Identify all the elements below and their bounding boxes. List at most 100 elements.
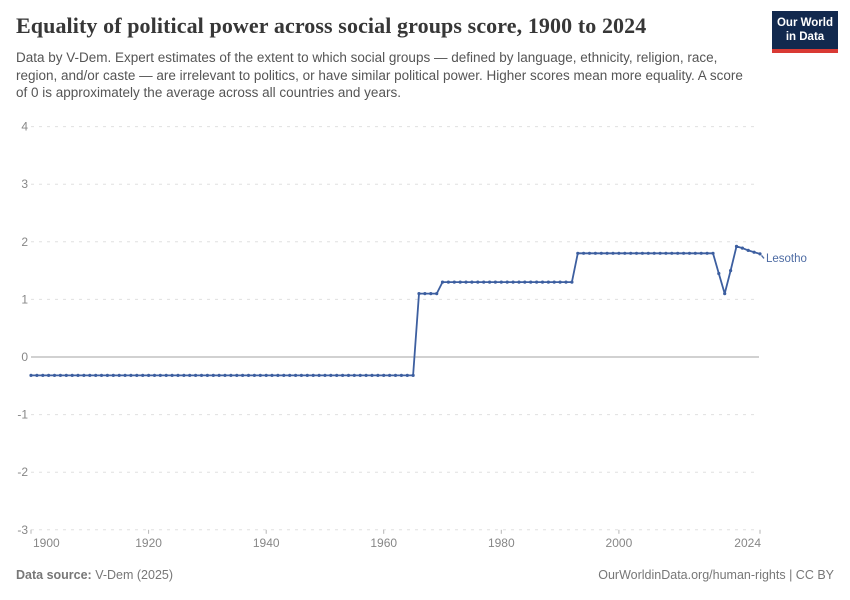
- data-point: [723, 292, 727, 296]
- data-point: [223, 373, 227, 377]
- data-point: [711, 251, 715, 255]
- data-point: [288, 373, 292, 377]
- data-point: [440, 280, 445, 284]
- data-point: [352, 373, 356, 377]
- data-point: [182, 373, 186, 377]
- data-point: [58, 373, 63, 377]
- chart-subtitle: Data by V-Dem. Expert estimates of the e…: [16, 50, 743, 100]
- data-point: [634, 251, 639, 255]
- x-axis-label: 1940: [253, 536, 280, 550]
- data-point: [570, 280, 574, 284]
- data-point: [35, 373, 39, 377]
- data-source-value: V-Dem (2025): [91, 568, 174, 582]
- data-point: [82, 373, 86, 377]
- data-point: [294, 373, 298, 377]
- chart-title: Equality of political power across socia…: [16, 13, 647, 38]
- data-point: [158, 373, 162, 377]
- data-point: [558, 280, 562, 284]
- data-point: [682, 251, 686, 255]
- data-source-label: Data source:: [16, 568, 92, 582]
- data-point: [335, 373, 339, 377]
- data-point: [611, 251, 615, 255]
- data-point: [264, 373, 268, 377]
- data-point: [317, 373, 321, 377]
- x-axis-label: 1900: [33, 536, 60, 550]
- data-point: [270, 373, 274, 377]
- data-point: [47, 373, 51, 377]
- owid-logo[interactable]: Our World in Data: [772, 11, 838, 53]
- data-point: [164, 373, 168, 377]
- data-point: [123, 373, 127, 377]
- y-axis-label: 1: [21, 292, 28, 306]
- data-point: [323, 373, 327, 377]
- data-point: [299, 373, 303, 377]
- data-point: [364, 373, 368, 377]
- data-point: [758, 252, 762, 256]
- owid-logo-line2: in Data: [785, 30, 825, 43]
- data-point: [587, 251, 592, 255]
- data-point: [423, 292, 427, 296]
- data-point: [593, 251, 598, 255]
- data-point: [464, 280, 468, 284]
- data-point: [246, 373, 251, 377]
- data-point: [417, 292, 421, 296]
- data-point: [135, 373, 139, 377]
- data-point: [582, 251, 586, 255]
- data-point: [699, 251, 703, 255]
- y-axis-label: 0: [21, 350, 28, 364]
- entity-label[interactable]: Lesotho: [766, 253, 807, 265]
- data-point: [564, 280, 568, 284]
- data-point: [617, 251, 621, 255]
- data-point: [734, 244, 739, 248]
- data-point: [282, 373, 286, 377]
- data-point: [540, 280, 545, 284]
- data-point: [429, 292, 433, 296]
- data-point: [370, 373, 374, 377]
- data-point: [393, 373, 398, 377]
- data-point: [493, 280, 497, 284]
- data-point: [640, 251, 645, 255]
- x-axis-label: 1960: [370, 536, 397, 550]
- data-point: [499, 280, 503, 284]
- data-point: [382, 373, 386, 377]
- data-point: [70, 373, 74, 377]
- data-point: [258, 373, 262, 377]
- data-point: [605, 251, 609, 255]
- data-point: [29, 373, 33, 377]
- data-point: [170, 373, 174, 377]
- data-point: [188, 373, 192, 377]
- data-point: [376, 373, 380, 377]
- data-point: [358, 373, 362, 377]
- data-point: [388, 373, 392, 377]
- y-axis-label: -3: [17, 523, 28, 537]
- chart-footer: Data source: V-Dem (2025) OurWorldinData…: [16, 568, 834, 582]
- data-point: [552, 280, 556, 284]
- entity-connector: [760, 254, 765, 259]
- data-point: [94, 373, 98, 377]
- data-point: [199, 373, 204, 377]
- x-axis-label: 2024: [734, 536, 761, 550]
- data-point: [505, 280, 509, 284]
- data-point: [52, 373, 57, 377]
- data-point: [435, 292, 439, 296]
- data-point: [411, 373, 415, 377]
- data-point: [740, 246, 745, 250]
- data-point: [405, 373, 409, 377]
- attribution-link[interactable]: OurWorldinData.org/human-rights | CC BY: [598, 568, 834, 582]
- data-point: [111, 373, 115, 377]
- data-point: [241, 373, 245, 377]
- data-point: [341, 373, 345, 377]
- data-point: [629, 251, 633, 255]
- data-point: [482, 280, 486, 284]
- data-point: [658, 251, 662, 255]
- x-axis-label: 1980: [488, 536, 515, 550]
- data-line: [30, 245, 761, 377]
- data-point: [176, 373, 180, 377]
- data-point: [623, 251, 627, 255]
- data-point: [99, 373, 104, 377]
- data-point: [717, 271, 721, 276]
- x-axis-label: 2000: [606, 536, 633, 550]
- owid-url-link[interactable]: OurWorldinData.org/human-rights | CC BY: [598, 568, 834, 582]
